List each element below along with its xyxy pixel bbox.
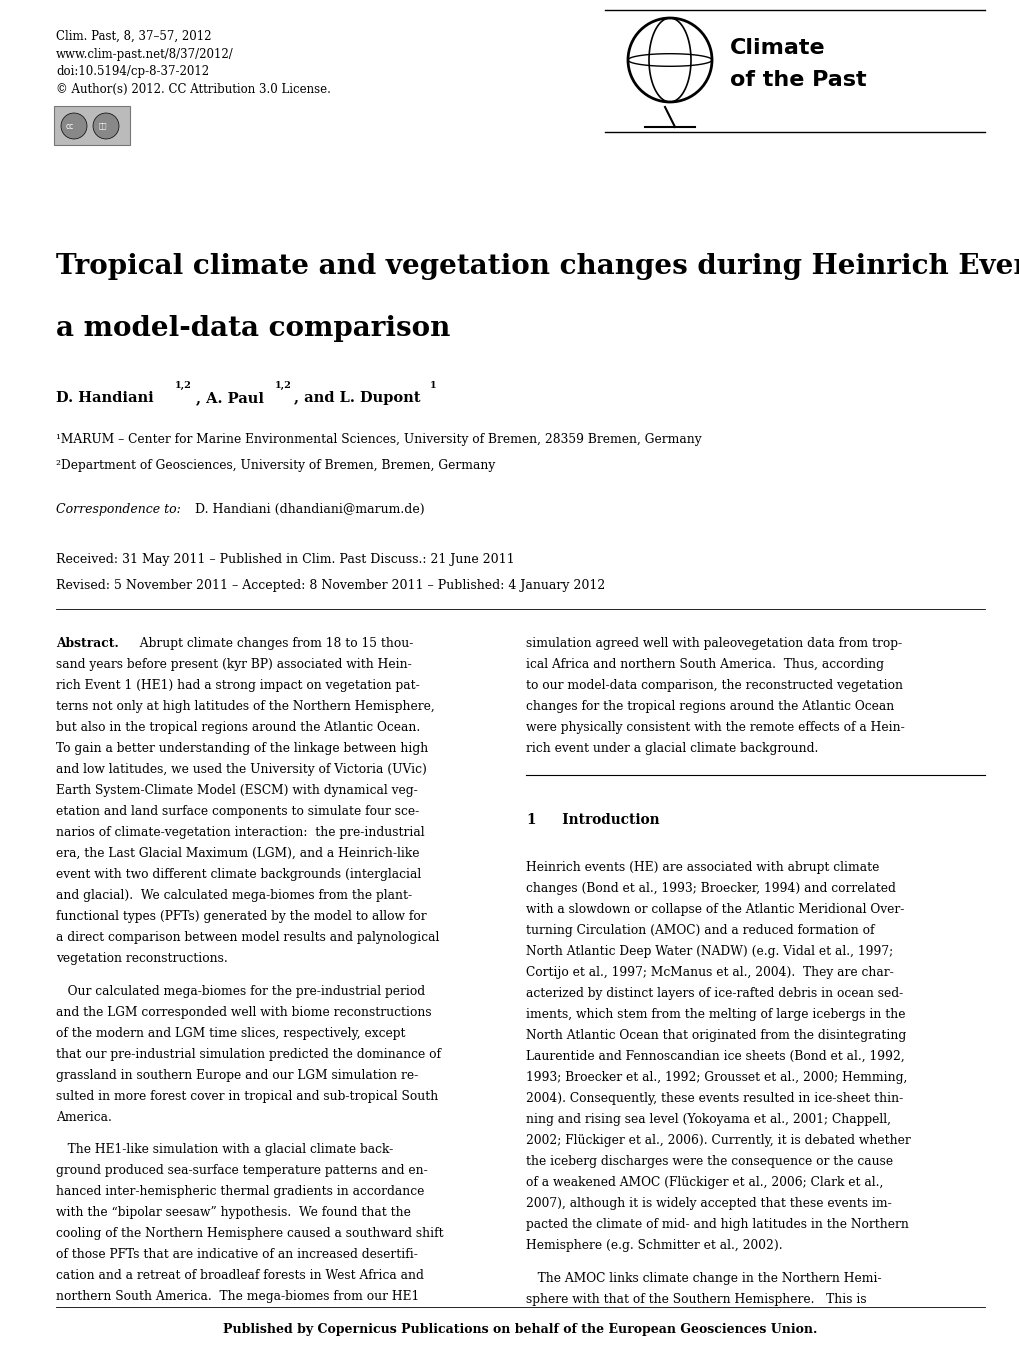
Text: Abstract.: Abstract. xyxy=(56,638,118,650)
Text: cation and a retreat of broadleaf forests in West Africa and: cation and a retreat of broadleaf forest… xyxy=(56,1270,424,1282)
Text: to our model-data comparison, the reconstructed vegetation: to our model-data comparison, the recons… xyxy=(526,679,902,691)
Text: ⓑⓔ: ⓑⓔ xyxy=(99,122,107,129)
Text: iments, which stem from the melting of large icebergs in the: iments, which stem from the melting of l… xyxy=(526,1007,905,1021)
Text: Hemisphere (e.g. Schmitter et al., 2002).: Hemisphere (e.g. Schmitter et al., 2002)… xyxy=(526,1239,782,1252)
Text: with the “bipolar seesaw” hypothesis.  We found that the: with the “bipolar seesaw” hypothesis. We… xyxy=(56,1206,411,1219)
Text: and glacial).  We calculated mega-biomes from the plant-: and glacial). We calculated mega-biomes … xyxy=(56,889,412,902)
Text: rich Event 1 (HE1) had a strong impact on vegetation pat-: rich Event 1 (HE1) had a strong impact o… xyxy=(56,679,420,691)
Text: ground produced sea-surface temperature patterns and en-: ground produced sea-surface temperature … xyxy=(56,1165,427,1177)
Text: hanced inter-hemispheric thermal gradients in accordance: hanced inter-hemispheric thermal gradien… xyxy=(56,1185,424,1198)
Text: 2007), although it is widely accepted that these events im-: 2007), although it is widely accepted th… xyxy=(526,1197,891,1210)
Text: Published by Copernicus Publications on behalf of the European Geosciences Union: Published by Copernicus Publications on … xyxy=(223,1323,817,1336)
Text: cooling of the Northern Hemisphere caused a southward shift: cooling of the Northern Hemisphere cause… xyxy=(56,1227,443,1240)
Text: Revised: 5 November 2011 – Accepted: 8 November 2011 – Published: 4 January 2012: Revised: 5 November 2011 – Accepted: 8 N… xyxy=(56,578,604,592)
Text: www.clim-past.net/8/37/2012/: www.clim-past.net/8/37/2012/ xyxy=(56,47,233,61)
Text: and low latitudes, we used the University of Victoria (UVic): and low latitudes, we used the Universit… xyxy=(56,763,427,776)
Text: simulation agreed well with paleovegetation data from trop-: simulation agreed well with paleovegetat… xyxy=(526,638,901,650)
Text: ¹MARUM – Center for Marine Environmental Sciences, University of Bremen, 28359 B: ¹MARUM – Center for Marine Environmental… xyxy=(56,433,701,447)
Text: , A. Paul: , A. Paul xyxy=(196,391,264,405)
Text: 1,2: 1,2 xyxy=(275,381,291,390)
Text: D. Handiani (dhandiani@marum.de): D. Handiani (dhandiani@marum.de) xyxy=(191,503,424,516)
Text: sulted in more forest cover in tropical and sub-tropical South: sulted in more forest cover in tropical … xyxy=(56,1089,438,1103)
Text: 1,2: 1,2 xyxy=(175,381,192,390)
Text: acterized by distinct layers of ice-rafted debris in ocean sed-: acterized by distinct layers of ice-raft… xyxy=(526,987,903,999)
Text: Clim. Past, 8, 37–57, 2012: Clim. Past, 8, 37–57, 2012 xyxy=(56,30,211,43)
FancyBboxPatch shape xyxy=(54,106,129,145)
Text: ²Department of Geosciences, University of Bremen, Bremen, Germany: ²Department of Geosciences, University o… xyxy=(56,459,495,472)
Text: with a slowdown or collapse of the Atlantic Meridional Over-: with a slowdown or collapse of the Atlan… xyxy=(526,902,904,916)
Text: era, the Last Glacial Maximum (LGM), and a Heinrich-like: era, the Last Glacial Maximum (LGM), and… xyxy=(56,847,419,859)
Text: a direct comparison between model results and palynological: a direct comparison between model result… xyxy=(56,931,439,944)
Text: grassland in southern Europe and our LGM simulation re-: grassland in southern Europe and our LGM… xyxy=(56,1068,418,1081)
Text: of those PFTs that are indicative of an increased desertifi-: of those PFTs that are indicative of an … xyxy=(56,1248,418,1262)
Text: rich event under a glacial climate background.: rich event under a glacial climate backg… xyxy=(526,742,817,755)
Text: changes for the tropical regions around the Atlantic Ocean: changes for the tropical regions around … xyxy=(526,699,894,713)
Text: event with two different climate backgrounds (interglacial: event with two different climate backgro… xyxy=(56,868,421,881)
Text: ical Africa and northern South America.  Thus, according: ical Africa and northern South America. … xyxy=(526,658,883,671)
Circle shape xyxy=(93,113,119,139)
Text: of a weakened AMOC (Flückiger et al., 2006; Clark et al.,: of a weakened AMOC (Flückiger et al., 20… xyxy=(526,1176,882,1189)
Text: Introduction: Introduction xyxy=(547,812,659,827)
Text: D. Handiani: D. Handiani xyxy=(56,391,154,405)
Text: Laurentide and Fennoscandian ice sheets (Bond et al., 1992,: Laurentide and Fennoscandian ice sheets … xyxy=(526,1050,904,1063)
Text: Abrupt climate changes from 18 to 15 thou-: Abrupt climate changes from 18 to 15 tho… xyxy=(131,638,413,650)
Text: Climate: Climate xyxy=(730,38,824,58)
Text: Cortijo et al., 1997; McManus et al., 2004).  They are char-: Cortijo et al., 1997; McManus et al., 20… xyxy=(526,966,893,979)
Text: the iceberg discharges were the consequence or the cause: the iceberg discharges were the conseque… xyxy=(526,1155,893,1167)
Text: turning Circulation (AMOC) and a reduced formation of: turning Circulation (AMOC) and a reduced… xyxy=(526,924,873,937)
Text: 1: 1 xyxy=(526,812,535,827)
Text: , and L. Dupont: , and L. Dupont xyxy=(293,391,420,405)
Text: northern South America.  The mega-biomes from our HE1: northern South America. The mega-biomes … xyxy=(56,1290,419,1303)
Text: Heinrich events (HE) are associated with abrupt climate: Heinrich events (HE) are associated with… xyxy=(526,861,878,874)
Text: and the LGM corresponded well with biome reconstructions: and the LGM corresponded well with biome… xyxy=(56,1006,431,1018)
Text: cc: cc xyxy=(66,122,74,130)
Text: functional types (PFTs) generated by the model to allow for: functional types (PFTs) generated by the… xyxy=(56,911,426,923)
Text: 2004). Consequently, these events resulted in ice-sheet thin-: 2004). Consequently, these events result… xyxy=(526,1092,903,1106)
Text: a model-data comparison: a model-data comparison xyxy=(56,315,450,342)
Text: Earth System-Climate Model (ESCM) with dynamical veg-: Earth System-Climate Model (ESCM) with d… xyxy=(56,784,418,798)
Text: vegetation reconstructions.: vegetation reconstructions. xyxy=(56,952,227,964)
Text: Our calculated mega-biomes for the pre-industrial period: Our calculated mega-biomes for the pre-i… xyxy=(56,985,425,998)
Text: 1993; Broecker et al., 1992; Grousset et al., 2000; Hemming,: 1993; Broecker et al., 1992; Grousset et… xyxy=(526,1071,907,1084)
Text: Received: 31 May 2011 – Published in Clim. Past Discuss.: 21 June 2011: Received: 31 May 2011 – Published in Cli… xyxy=(56,553,515,566)
Text: To gain a better understanding of the linkage between high: To gain a better understanding of the li… xyxy=(56,742,428,755)
Text: America.: America. xyxy=(56,1111,112,1123)
Text: of the modern and LGM time slices, respectively, except: of the modern and LGM time slices, respe… xyxy=(56,1026,406,1040)
Circle shape xyxy=(61,113,87,139)
Text: ning and rising sea level (Yokoyama et al., 2001; Chappell,: ning and rising sea level (Yokoyama et a… xyxy=(526,1114,891,1126)
Text: changes (Bond et al., 1993; Broecker, 1994) and correlated: changes (Bond et al., 1993; Broecker, 19… xyxy=(526,882,895,894)
Text: sand years before present (kyr BP) associated with Hein-: sand years before present (kyr BP) assoc… xyxy=(56,658,412,671)
Text: The HE1-like simulation with a glacial climate back-: The HE1-like simulation with a glacial c… xyxy=(56,1143,393,1157)
Text: North Atlantic Ocean that originated from the disintegrating: North Atlantic Ocean that originated fro… xyxy=(526,1029,905,1042)
Text: but also in the tropical regions around the Atlantic Ocean.: but also in the tropical regions around … xyxy=(56,721,420,734)
Text: Correspondence to:: Correspondence to: xyxy=(56,503,180,516)
Text: © Author(s) 2012. CC Attribution 3.0 License.: © Author(s) 2012. CC Attribution 3.0 Lic… xyxy=(56,82,330,95)
Text: terns not only at high latitudes of the Northern Hemisphere,: terns not only at high latitudes of the … xyxy=(56,699,434,713)
Text: sphere with that of the Southern Hemisphere.   This is: sphere with that of the Southern Hemisph… xyxy=(526,1293,866,1306)
Text: that our pre-industrial simulation predicted the dominance of: that our pre-industrial simulation predi… xyxy=(56,1048,440,1061)
Text: pacted the climate of mid- and high latitudes in the Northern: pacted the climate of mid- and high lati… xyxy=(526,1219,908,1231)
Text: of the Past: of the Past xyxy=(730,70,866,90)
Text: North Atlantic Deep Water (NADW) (e.g. Vidal et al., 1997;: North Atlantic Deep Water (NADW) (e.g. V… xyxy=(526,946,893,958)
Text: doi:10.5194/cp-8-37-2012: doi:10.5194/cp-8-37-2012 xyxy=(56,65,209,78)
Text: The AMOC links climate change in the Northern Hemi-: The AMOC links climate change in the Nor… xyxy=(526,1271,880,1284)
Text: 2002; Flückiger et al., 2006). Currently, it is debated whether: 2002; Flückiger et al., 2006). Currently… xyxy=(526,1134,910,1147)
Text: etation and land surface components to simulate four sce-: etation and land surface components to s… xyxy=(56,806,419,818)
Text: narios of climate-vegetation interaction:  the pre-industrial: narios of climate-vegetation interaction… xyxy=(56,826,424,839)
Text: Tropical climate and vegetation changes during Heinrich Event 1:: Tropical climate and vegetation changes … xyxy=(56,253,1019,280)
Text: were physically consistent with the remote effects of a Hein-: were physically consistent with the remo… xyxy=(526,721,904,734)
Text: 1: 1 xyxy=(430,381,436,390)
